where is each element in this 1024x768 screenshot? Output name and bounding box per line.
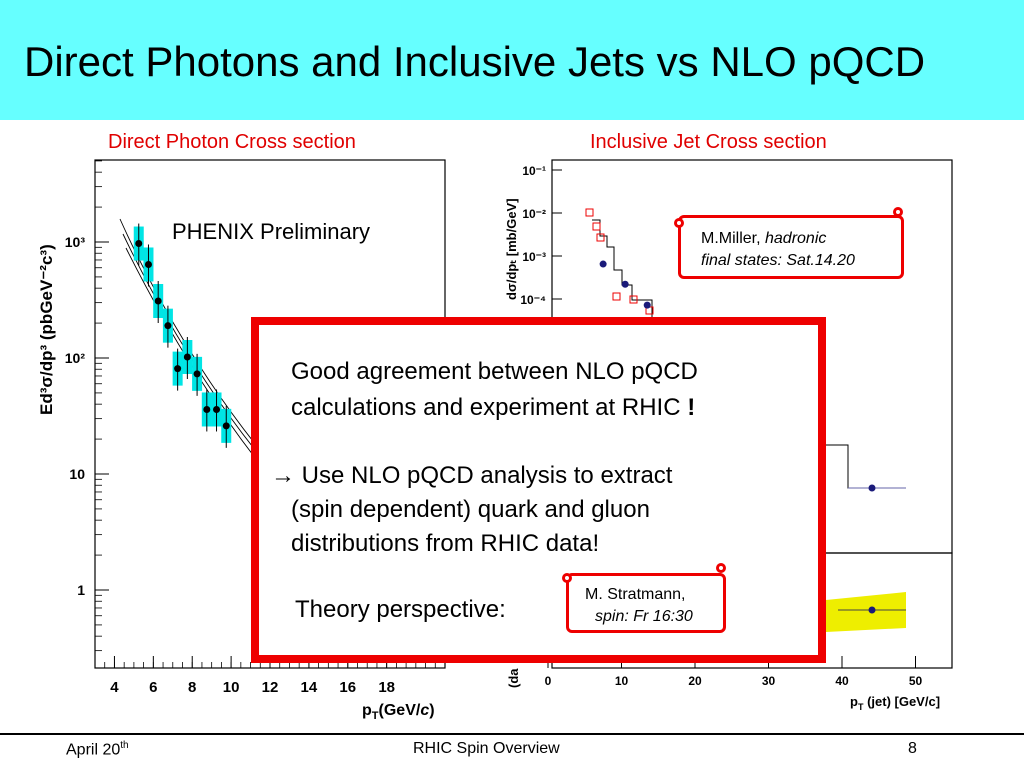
x-tick-label: 4 <box>110 679 119 696</box>
x-tick-label: 14 <box>301 679 318 696</box>
phenix-preliminary-label: PHENIX Preliminary <box>172 219 370 244</box>
direct-photon-y-axis-label: Ed³σ/dp³ (pbGeV⁻²c³) <box>37 244 56 415</box>
y-tick-label: 10³ <box>65 234 86 250</box>
x-tick-label: 0 <box>545 674 552 688</box>
miller-scroll-curl-icon <box>674 218 684 228</box>
x-tick-label: 40 <box>835 674 849 688</box>
jet-open-marker <box>629 295 638 304</box>
summary-line-3-text: Use NLO pQCD analysis to extract <box>295 462 673 489</box>
miller-session: final states: Sat.14.20 <box>701 252 855 269</box>
data-point <box>193 370 201 378</box>
data-point <box>154 297 162 305</box>
stratmann-scroll-curl-icon <box>716 563 726 573</box>
data-point <box>144 260 152 268</box>
jet-open-marker <box>612 292 621 301</box>
direct-photon-y-axis: 10³ 10² 10 1 <box>65 160 109 652</box>
data-point <box>135 240 143 248</box>
miller-callout: M.Miller, hadronic final states: Sat.14.… <box>678 215 904 279</box>
x-tick-label: 6 <box>149 679 157 696</box>
data-point <box>183 353 191 361</box>
jet-data-point <box>643 301 651 309</box>
data-point <box>203 405 211 413</box>
x-tick-label: 18 <box>378 679 395 696</box>
x-tick-label: 20 <box>688 674 702 688</box>
data-point <box>213 405 221 413</box>
summary-line-5: distributions from RHIC data! <box>291 530 600 557</box>
x-tick-label: 50 <box>909 674 923 688</box>
footer-date: April 20th <box>66 740 129 759</box>
summary-box: Good agreement between NLO pQCD calculat… <box>251 317 826 663</box>
miller-topic: hadronic <box>765 230 827 247</box>
footer-date-suffix: th <box>120 740 129 751</box>
jet-data-point <box>621 280 629 288</box>
jet-open-marker <box>596 233 605 242</box>
x-tick-label: 16 <box>339 679 356 696</box>
direct-photon-x-axis-label: pT(GeV/c) <box>362 702 435 722</box>
footer-date-text: April 20 <box>66 741 121 759</box>
theory-perspective-label: Theory perspective: <box>295 596 506 623</box>
x-tick-label: 30 <box>762 674 776 688</box>
title-bar <box>0 0 1024 120</box>
stratmann-name: M. Stratmann, <box>585 586 686 603</box>
footer-page-number: 8 <box>908 740 917 757</box>
y-tick-label: 10 <box>69 466 85 482</box>
jet-nlo-histogram-tail <box>826 444 905 489</box>
jet-x-axis-label: pT (jet) [GeV/c] <box>850 694 940 712</box>
summary-exclamation: ! <box>687 394 696 421</box>
miller-scroll-curl-icon <box>893 207 903 217</box>
stratmann-callout: M. Stratmann, spin: Fr 16:30 <box>566 573 726 633</box>
jet-ratio-y-axis-label: (da <box>506 668 521 688</box>
jet-ratio-point <box>868 606 876 614</box>
arrow-icon: → <box>271 462 295 489</box>
footer-center-title: RHIC Spin Overview <box>413 740 560 757</box>
y-tick-label: 10⁻¹ <box>522 164 546 178</box>
miller-callout-line-2: final states: Sat.14.20 <box>701 250 901 272</box>
direct-photon-data-points <box>133 223 232 448</box>
summary-line-1: Good agreement between NLO pQCD <box>291 358 698 385</box>
miller-callout-line-1: M.Miller, hadronic <box>701 228 901 250</box>
data-point <box>164 322 172 330</box>
y-tick-label: 10⁻⁴ <box>520 293 546 307</box>
x-tick-label: 8 <box>188 679 196 696</box>
x-tick-label: 12 <box>262 679 279 696</box>
y-tick-label: 10² <box>65 350 86 366</box>
jet-nlo-histogram <box>592 219 653 320</box>
direct-photon-x-axis: 4 6 8 10 12 14 16 18 <box>94 656 446 696</box>
inclusive-jet-panel-title: Inclusive Jet Cross section <box>590 131 827 153</box>
jet-y-axis-label: dσ/dpₜ [mb/GeV] <box>504 198 519 300</box>
summary-line-4: (spin dependent) quark and gluon <box>291 496 650 523</box>
jet-open-marker <box>585 208 594 217</box>
y-tick-label: 1 <box>77 582 85 598</box>
stratmann-scroll-curl-icon <box>562 573 572 583</box>
stratmann-session: spin: Fr 16:30 <box>595 608 693 625</box>
y-tick-label: 10⁻³ <box>522 250 546 264</box>
direct-photon-panel-title: Direct Photon Cross section <box>108 131 356 153</box>
jet-data-points <box>599 260 651 309</box>
jet-open-marker <box>592 222 601 231</box>
slide-title: Direct Photons and Inclusive Jets vs NLO… <box>24 38 926 85</box>
summary-line-2-text: calculations and experiment at RHIC <box>291 394 688 421</box>
stratmann-callout-line-2: spin: Fr 16:30 <box>585 606 723 628</box>
data-point <box>174 365 182 373</box>
footer-rule <box>0 733 1024 735</box>
jet-ratio-uncertainty-band <box>826 592 906 632</box>
jet-data-point <box>599 260 607 268</box>
jet-y-axis: 10⁻¹ 10⁻² 10⁻³ 10⁻⁴ <box>520 164 562 307</box>
jet-highpt-point <box>868 484 876 492</box>
x-tick-label: 10 <box>615 674 629 688</box>
x-tick-label: 10 <box>223 679 240 696</box>
data-point <box>222 422 230 430</box>
summary-line-2: calculations and experiment at RHIC ! <box>291 391 695 424</box>
miller-name: M.Miller, <box>701 230 765 247</box>
y-tick-label: 10⁻² <box>522 207 546 221</box>
summary-line-3: → Use NLO pQCD analysis to extract <box>271 459 672 492</box>
